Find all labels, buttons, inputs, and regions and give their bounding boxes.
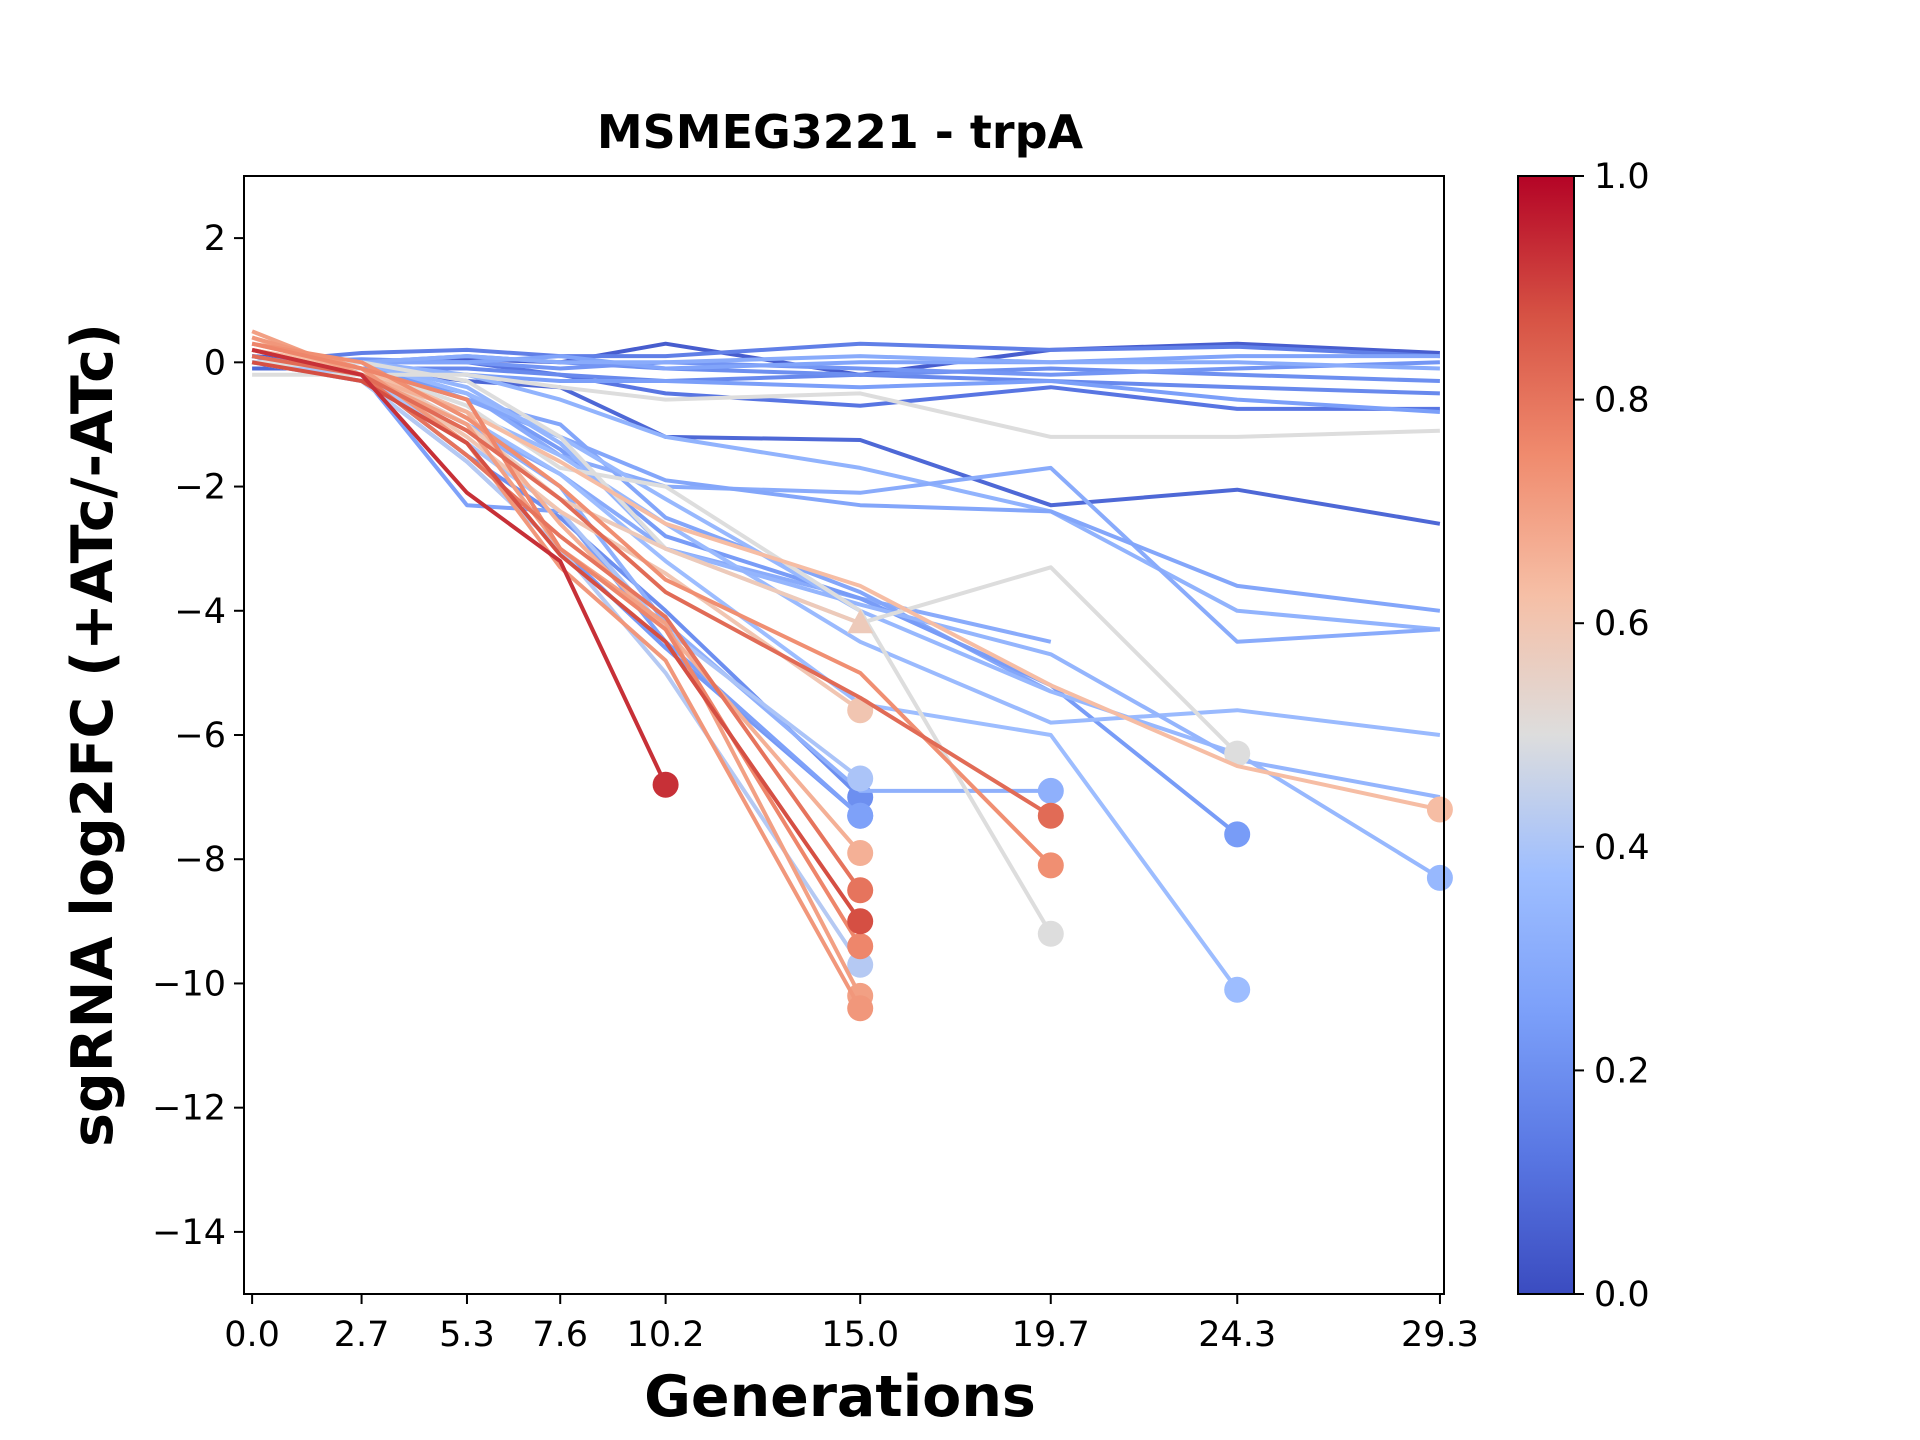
- x-tick-label: 0.0: [224, 1315, 280, 1355]
- series-end-point-20: [1426, 864, 1453, 891]
- colorbar-tick-label: 0.6: [1594, 604, 1650, 644]
- chart-title: MSMEG3221 - trpA: [597, 105, 1084, 159]
- y-tick-label: −4: [174, 592, 226, 632]
- series-line-33: [251, 335, 862, 855]
- series-line-4: [251, 341, 1440, 365]
- series-line-36: [251, 341, 1053, 867]
- series-end-point-23: [1224, 976, 1251, 1003]
- y-tick-label: −2: [174, 468, 226, 508]
- y-tick-label: −10: [152, 964, 226, 1004]
- x-tick-label: 29.3: [1401, 1315, 1479, 1355]
- series-line-37: [251, 341, 862, 948]
- colorbar-tick-label: 0.2: [1594, 1051, 1650, 1091]
- series-end-point-35: [847, 995, 874, 1022]
- y-tick-label: 2: [204, 219, 226, 259]
- series-line-41: [251, 347, 668, 786]
- plot-area: [251, 329, 1453, 1022]
- series-end-point-37: [847, 933, 874, 960]
- colorbar-axis: 0.0 0.2 0.4 0.6 0.8 1.0: [1574, 157, 1650, 1315]
- series-end-point-26: [847, 951, 874, 978]
- colorbar-tick-label: 1.0: [1594, 157, 1650, 197]
- series-line-16: [251, 360, 1239, 836]
- x-tick-label: 5.3: [439, 1315, 495, 1355]
- series-end-point-15: [1037, 777, 1064, 804]
- x-tick-label: 2.7: [334, 1315, 390, 1355]
- series-end-point-25: [847, 765, 874, 792]
- y-tick-label: 0: [204, 343, 226, 383]
- colorbar-tick-label: 0.4: [1594, 828, 1650, 868]
- series-line-40: [251, 360, 862, 923]
- series-line-20: [252, 360, 1441, 880]
- series-line-15: [251, 360, 1051, 793]
- y-axis: 2 0 −2 −4 −6 −8 −10 −12 −14: [152, 219, 244, 1253]
- y-tick-label: −14: [152, 1213, 226, 1253]
- x-axis: 0.0 2.7 5.3 7.6 10.2 15.0 19.7 24.3 29.3: [224, 1294, 1479, 1355]
- x-axis-title: Generations: [644, 1364, 1036, 1430]
- series-end-point-24: [847, 802, 874, 829]
- series-line-9: [252, 354, 1440, 371]
- series-end-point-36: [1037, 852, 1064, 879]
- colorbar-tick-label: 0.8: [1594, 381, 1650, 421]
- series-end-point-40: [847, 908, 874, 935]
- series-end-point-41: [652, 771, 679, 798]
- series-line-17: [252, 360, 1441, 632]
- series-line-38: [251, 347, 862, 892]
- x-tick-label: 19.7: [1012, 1315, 1090, 1355]
- x-tick-label: 7.6: [532, 1315, 588, 1355]
- series-end-point-30: [847, 609, 874, 634]
- y-axis-title: sgRNA log2FC (+ATc/-ATc): [60, 323, 126, 1147]
- series-line-27: [252, 372, 1440, 439]
- series-line-34: [251, 329, 862, 997]
- series-end-point-39: [1037, 802, 1064, 829]
- colorbar-tick-label: 0.0: [1594, 1275, 1650, 1315]
- colorbar: [1517, 175, 1575, 1295]
- y-tick-label: −8: [174, 840, 226, 880]
- x-tick-label: 24.3: [1198, 1315, 1276, 1355]
- series-end-point-29: [1037, 920, 1064, 947]
- y-tick-label: −12: [152, 1089, 226, 1129]
- x-tick-label: 10.2: [627, 1315, 705, 1355]
- x-tick-label: 15.0: [821, 1315, 899, 1355]
- series-end-point-38: [847, 877, 874, 904]
- series-line-10: [252, 354, 1440, 371]
- series-end-point-33: [847, 840, 874, 866]
- series-end-point-16: [1224, 821, 1251, 848]
- series-end-point-28: [1224, 740, 1251, 767]
- y-tick-label: −6: [174, 716, 226, 756]
- series-end-point-32: [1426, 796, 1453, 823]
